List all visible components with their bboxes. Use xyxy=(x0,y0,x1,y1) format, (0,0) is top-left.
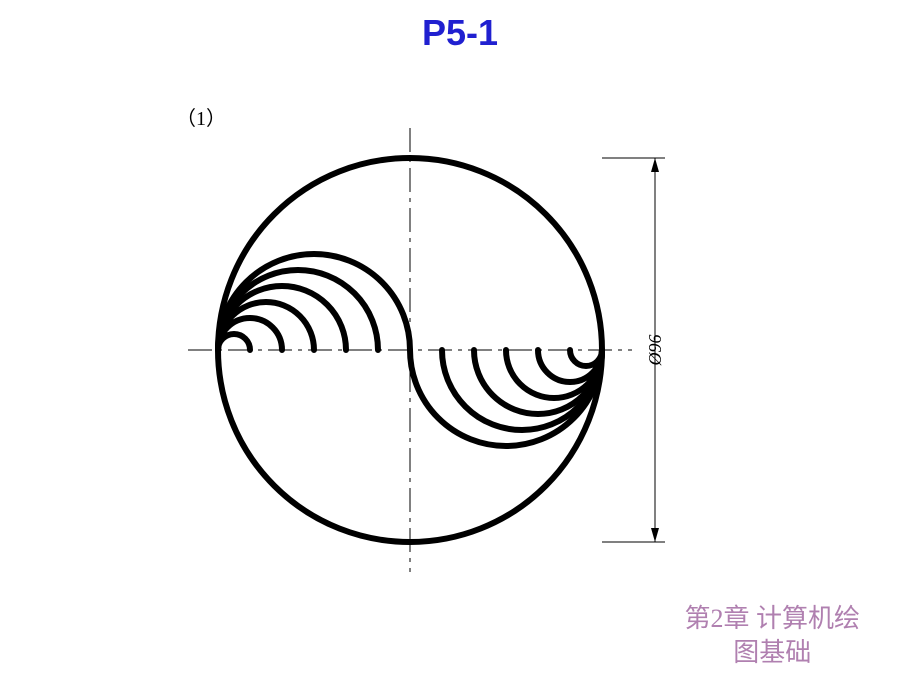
dimension-label: Ø96 xyxy=(645,335,665,367)
footer-line-1: 第2章 计算机绘 xyxy=(684,602,860,636)
title-text: P5-1 xyxy=(422,12,498,53)
footer-line-2: 图基础 xyxy=(684,636,860,670)
footer-caption: 第2章 计算机绘 图基础 xyxy=(684,602,860,670)
engineering-diagram: Ø96 xyxy=(150,120,710,580)
page-title: P5-1 xyxy=(0,12,920,54)
diagram-container: Ø96 xyxy=(150,120,710,580)
